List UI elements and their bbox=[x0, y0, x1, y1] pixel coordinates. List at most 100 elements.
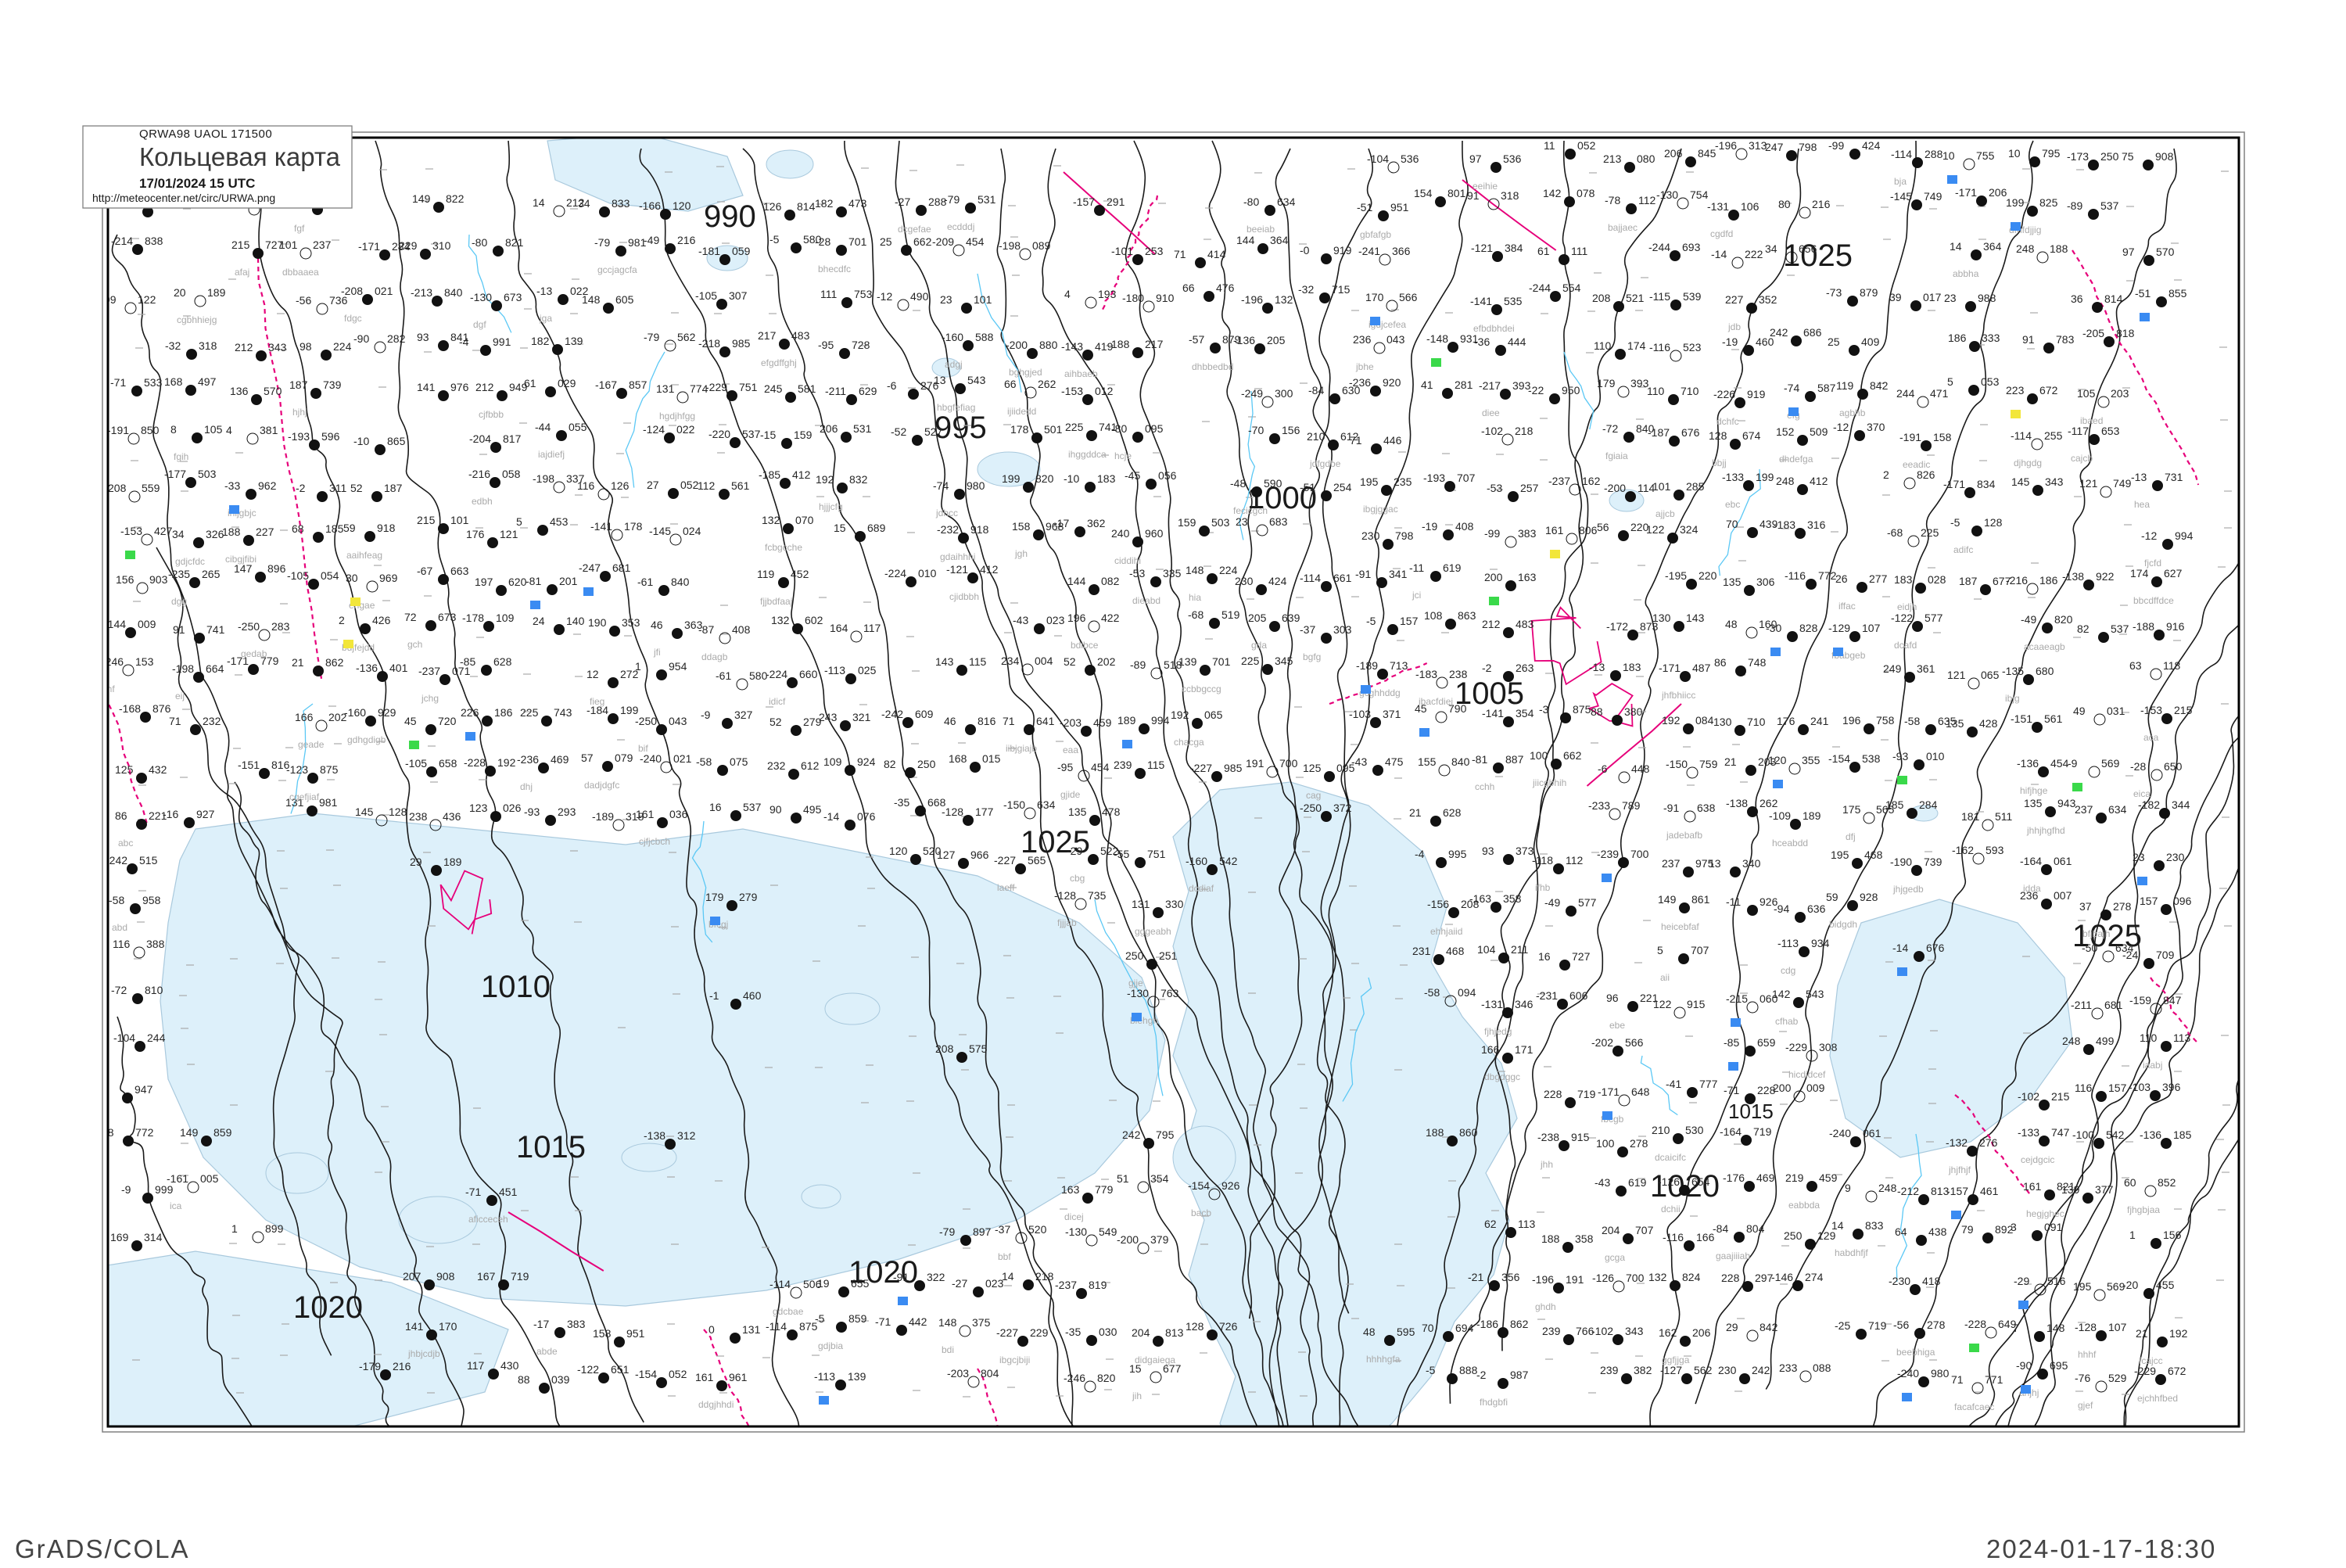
svg-text:gjje: gjje bbox=[1128, 978, 1143, 989]
svg-text:-49: -49 bbox=[2021, 613, 2036, 626]
svg-text:758: 758 bbox=[1876, 714, 1895, 727]
svg-text:-5: -5 bbox=[815, 1312, 825, 1325]
svg-text:-84: -84 bbox=[1713, 1222, 1728, 1235]
svg-text:cgefjiaf: cgefjiaf bbox=[289, 791, 320, 802]
svg-text:448: 448 bbox=[1631, 762, 1650, 775]
svg-text:880: 880 bbox=[1039, 339, 1058, 351]
svg-text:981: 981 bbox=[319, 796, 338, 809]
svg-text:036: 036 bbox=[669, 808, 688, 820]
svg-text:-56: -56 bbox=[1893, 1319, 1909, 1331]
svg-text:cjfjcbch: cjfjcbch bbox=[639, 836, 670, 847]
svg-text:128: 128 bbox=[1186, 1320, 1204, 1333]
svg-text:121: 121 bbox=[1947, 669, 1966, 681]
svg-text:701: 701 bbox=[1212, 655, 1231, 668]
svg-text:135: 135 bbox=[2024, 797, 2043, 809]
svg-text:672: 672 bbox=[2039, 384, 2058, 396]
svg-text:291: 291 bbox=[1107, 196, 1125, 208]
svg-text:iaeff: iaeff bbox=[997, 882, 1015, 893]
svg-text:179: 179 bbox=[705, 891, 724, 903]
svg-text:043: 043 bbox=[669, 715, 687, 727]
svg-text:857: 857 bbox=[629, 379, 647, 391]
svg-text:fecicgch: fecicgch bbox=[1233, 505, 1268, 516]
svg-text:-188: -188 bbox=[2133, 620, 2154, 633]
svg-text:dadjdgfc: dadjdgfc bbox=[584, 780, 619, 791]
svg-text:082: 082 bbox=[1101, 575, 1120, 587]
svg-text:772: 772 bbox=[1818, 569, 1837, 582]
svg-text:-229: -229 bbox=[705, 381, 727, 393]
svg-text:-143: -143 bbox=[1061, 340, 1083, 353]
svg-text:-116: -116 bbox=[1649, 341, 1670, 353]
svg-text:-160: -160 bbox=[1186, 855, 1207, 867]
svg-text:515: 515 bbox=[139, 854, 158, 867]
svg-text:192: 192 bbox=[1171, 709, 1189, 721]
svg-text:333: 333 bbox=[1982, 332, 2000, 344]
svg-text:149: 149 bbox=[180, 1126, 199, 1139]
svg-text:115: 115 bbox=[1147, 759, 1165, 771]
svg-text:-154: -154 bbox=[1188, 1179, 1210, 1192]
svg-text:-58: -58 bbox=[696, 755, 712, 768]
svg-text:987: 987 bbox=[1510, 1369, 1529, 1381]
svg-text:531: 531 bbox=[978, 193, 996, 206]
svg-text:-2: -2 bbox=[1482, 662, 1492, 674]
svg-text:cchh: cchh bbox=[1475, 781, 1494, 792]
svg-text:186: 186 bbox=[494, 706, 513, 719]
svg-text:-117: -117 bbox=[2068, 425, 2089, 437]
svg-text:380: 380 bbox=[1624, 705, 1643, 718]
svg-text:-72: -72 bbox=[111, 984, 127, 996]
svg-text:ica: ica bbox=[170, 1200, 182, 1211]
svg-text:206: 206 bbox=[1692, 1326, 1711, 1339]
svg-text:-130: -130 bbox=[1656, 188, 1678, 201]
svg-text:039: 039 bbox=[551, 1373, 570, 1386]
svg-text:701: 701 bbox=[848, 235, 867, 248]
svg-text:101: 101 bbox=[974, 293, 992, 306]
svg-text:208: 208 bbox=[1592, 292, 1611, 304]
svg-text:-217: -217 bbox=[1479, 379, 1501, 392]
svg-text:16: 16 bbox=[709, 801, 722, 813]
svg-text:444: 444 bbox=[1508, 335, 1526, 348]
svg-text:575: 575 bbox=[969, 1042, 988, 1055]
svg-text:eica: eica bbox=[2133, 788, 2150, 799]
svg-text:243: 243 bbox=[819, 711, 838, 723]
svg-text:250: 250 bbox=[1784, 1229, 1803, 1242]
svg-text:065: 065 bbox=[1204, 709, 1223, 721]
svg-text:189: 189 bbox=[443, 856, 462, 868]
svg-text:570: 570 bbox=[2156, 246, 2175, 258]
svg-text:247: 247 bbox=[1765, 141, 1784, 153]
svg-text:840: 840 bbox=[444, 286, 463, 299]
svg-text:673: 673 bbox=[504, 291, 522, 303]
svg-text:98: 98 bbox=[300, 340, 312, 353]
svg-text:469: 469 bbox=[551, 753, 569, 766]
svg-text:201: 201 bbox=[559, 575, 578, 587]
svg-text:-138: -138 bbox=[2062, 570, 2084, 583]
svg-text:-44: -44 bbox=[535, 421, 551, 433]
svg-text:192: 192 bbox=[1662, 714, 1681, 727]
svg-text:227: 227 bbox=[1725, 293, 1744, 306]
svg-text:http://meteocenter.net/circ/UR: http://meteocenter.net/circ/URWA.png bbox=[92, 192, 275, 204]
svg-text:-211: -211 bbox=[2071, 999, 2092, 1011]
svg-text:-37: -37 bbox=[1300, 623, 1315, 636]
svg-text:122: 122 bbox=[138, 293, 156, 306]
svg-text:eeihie: eeihie bbox=[1473, 181, 1498, 192]
svg-text:772: 772 bbox=[135, 1126, 154, 1139]
svg-text:661: 661 bbox=[1333, 572, 1352, 584]
svg-text:401: 401 bbox=[389, 662, 408, 674]
svg-text:23: 23 bbox=[2133, 851, 2145, 863]
svg-text:-19: -19 bbox=[1422, 520, 1437, 533]
svg-text:-51: -51 bbox=[1357, 201, 1372, 213]
svg-text:789: 789 bbox=[1622, 799, 1641, 812]
svg-text:-115: -115 bbox=[1649, 290, 1670, 303]
svg-text:832: 832 bbox=[849, 473, 868, 486]
svg-text:bidgdh: bidgdh bbox=[1829, 919, 1857, 930]
svg-text:245: 245 bbox=[764, 382, 783, 395]
svg-text:816: 816 bbox=[978, 715, 996, 727]
svg-text:104: 104 bbox=[1477, 943, 1496, 956]
svg-text:461: 461 bbox=[1980, 1185, 1999, 1197]
svg-text:-182: -182 bbox=[2138, 798, 2160, 811]
svg-text:947: 947 bbox=[135, 1083, 153, 1096]
svg-text:190: 190 bbox=[588, 616, 607, 629]
svg-text:934: 934 bbox=[1811, 937, 1830, 949]
svg-text:139: 139 bbox=[1178, 655, 1197, 668]
svg-text:128: 128 bbox=[1709, 429, 1727, 442]
svg-text:216: 216 bbox=[1812, 198, 1831, 210]
svg-text:602: 602 bbox=[805, 614, 823, 626]
